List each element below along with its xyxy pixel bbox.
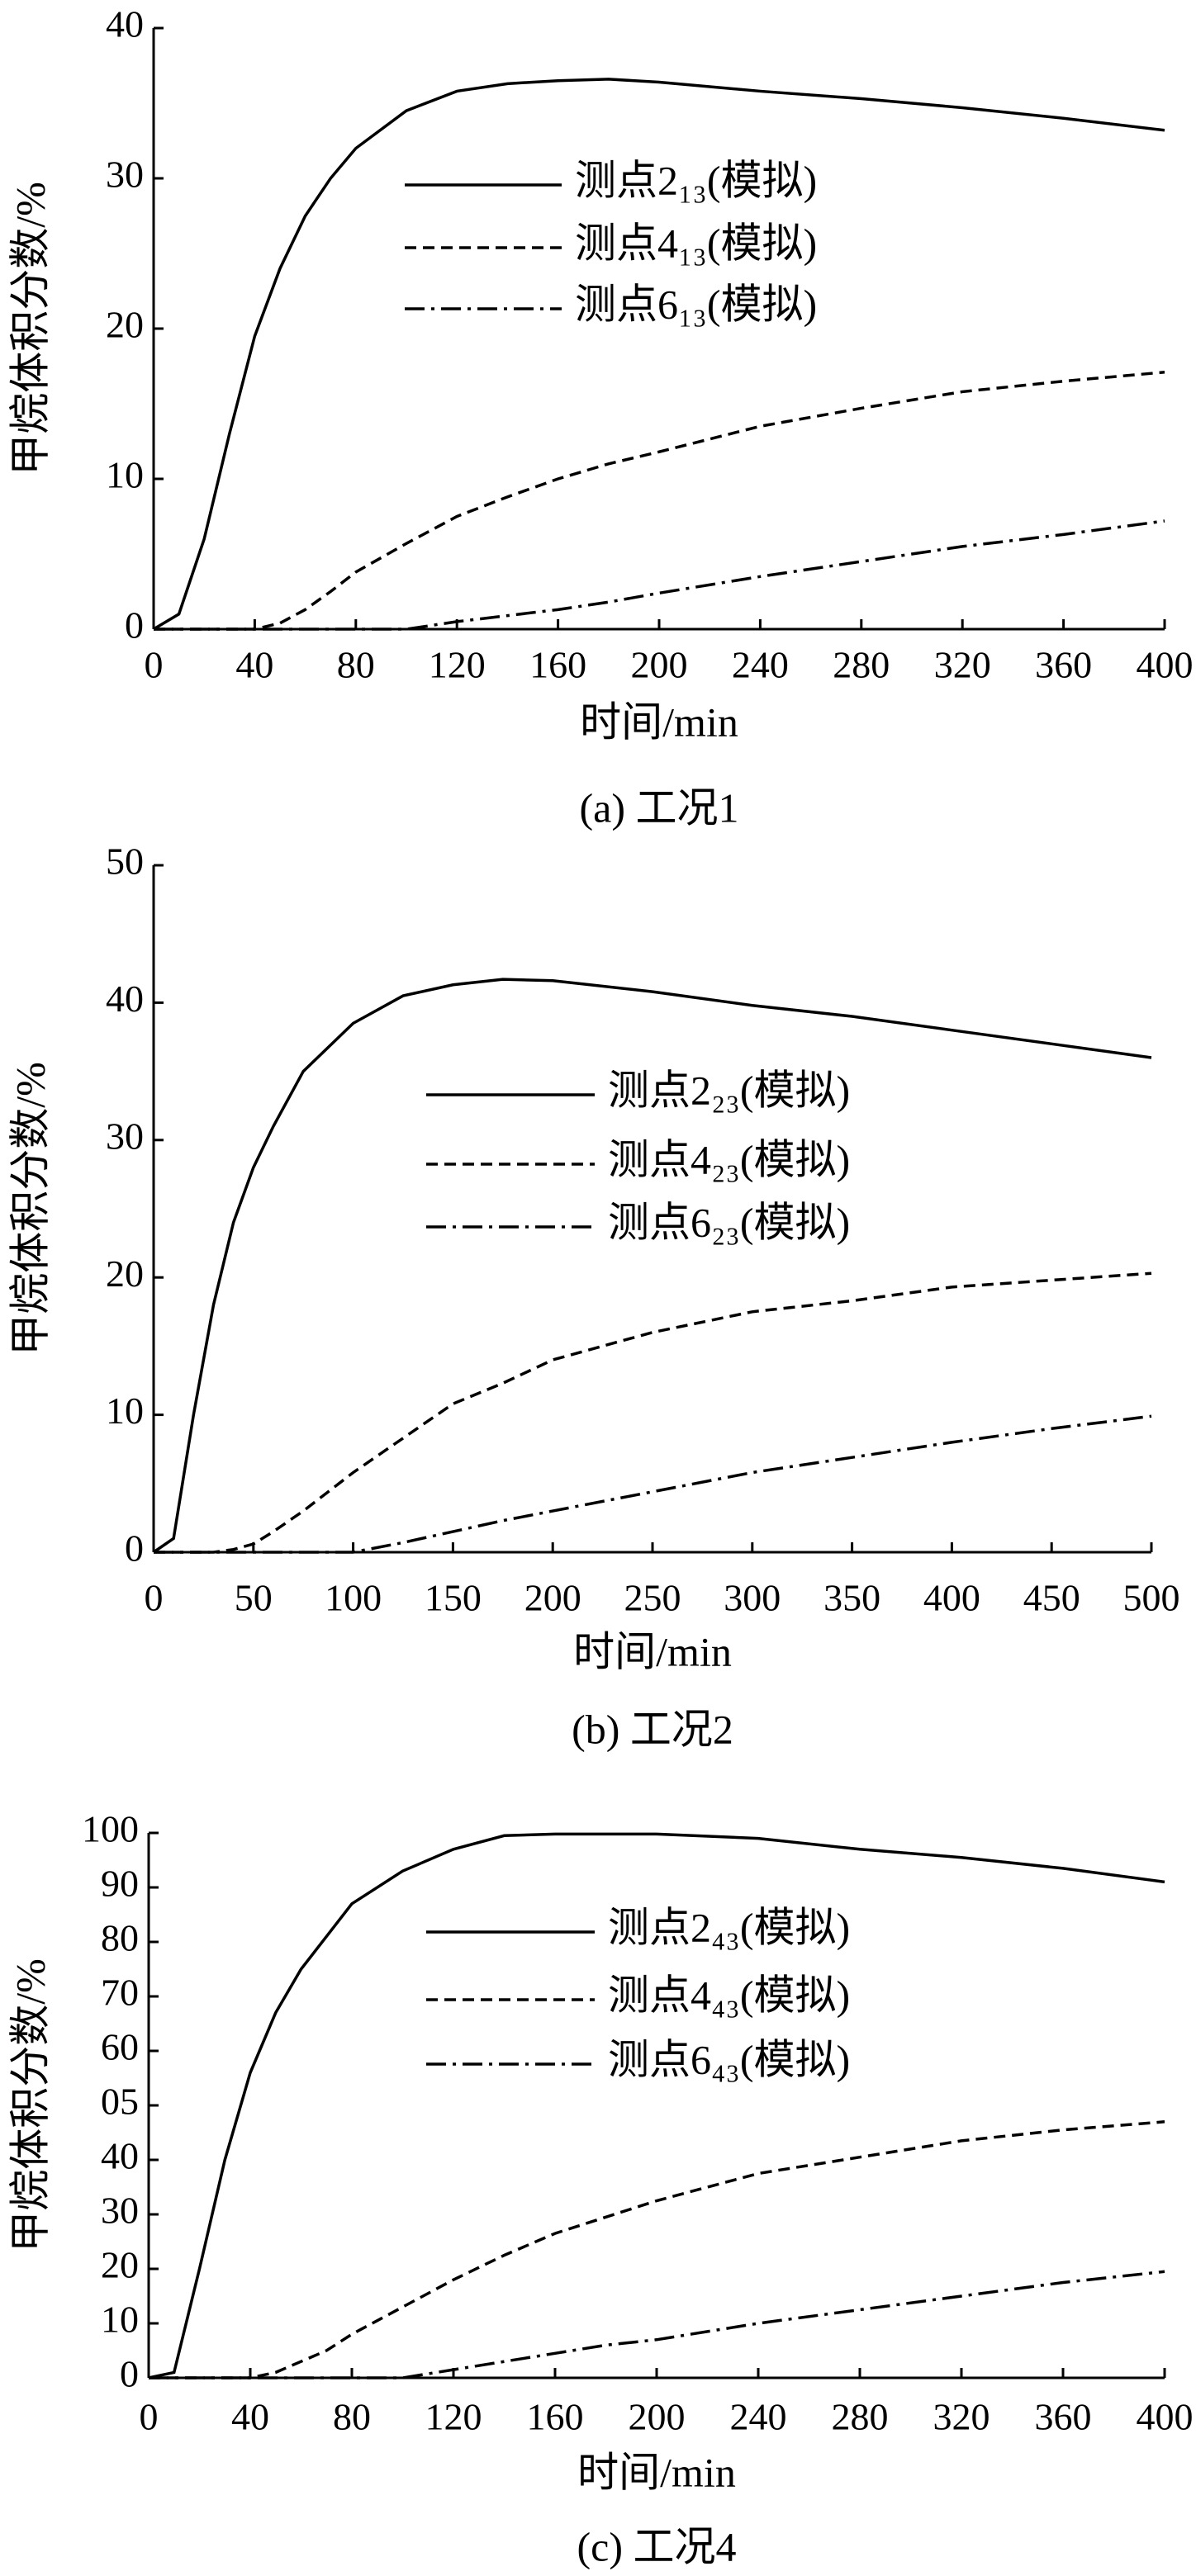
- caption: (c) 工况4: [577, 2523, 737, 2569]
- y-tick-label: 20: [106, 304, 144, 346]
- x-tick-label: 350: [823, 1577, 880, 1619]
- x-tick-label: 360: [1035, 2396, 1092, 2438]
- y-tick-label: 40: [101, 2135, 139, 2177]
- y-tick-label: 0: [125, 604, 144, 646]
- legend-label: 测点4₂₃(模拟): [608, 1136, 850, 1182]
- x-tick-label: 280: [832, 2396, 889, 2438]
- y-tick-label: 10: [101, 2299, 139, 2341]
- y-tick-label: 10: [106, 1390, 144, 1432]
- y-axis-label: 甲烷体积分数/%: [7, 1958, 53, 2252]
- legend-label: 测点4₄₃(模拟): [608, 1972, 850, 2018]
- x-tick-label: 500: [1123, 1577, 1180, 1619]
- x-tick-label: 80: [337, 644, 375, 686]
- series-line: [153, 78, 1165, 631]
- y-tick-label: 30: [106, 1115, 144, 1157]
- x-tick-label: 0: [140, 2396, 159, 2438]
- y-tick-label: 10: [106, 454, 144, 496]
- caption: (b) 工况2: [572, 1706, 733, 1752]
- y-tick-label: 60: [101, 2026, 139, 2068]
- legend-label: 测点2₁₃(模拟): [575, 157, 817, 203]
- series-line: [154, 519, 1165, 631]
- x-axis-label: 时间/min: [577, 2449, 736, 2495]
- legend-label: 测点2₄₃(模拟): [608, 1904, 850, 1950]
- series-line: [154, 1414, 1152, 1554]
- y-tick-label: 0: [125, 1527, 144, 1570]
- series-line: [153, 978, 1152, 1554]
- y-tick-label: 80: [101, 1917, 139, 1959]
- y-axis-label: 甲烷体积分数/%: [7, 1062, 53, 1356]
- y-tick-label: 40: [106, 978, 144, 1020]
- y-tick-label: 20: [106, 1252, 144, 1295]
- series-line: [154, 1271, 1152, 1554]
- y-tick-label: 0: [120, 2353, 139, 2395]
- x-tick-label: 0: [145, 1577, 164, 1619]
- y-axis-label: 甲烷体积分数/%: [7, 182, 53, 476]
- x-tick-label: 160: [529, 644, 586, 686]
- legend-label: 测点4₁₃(模拟): [575, 220, 817, 266]
- legend-label: 测点6₂₃(模拟): [608, 1199, 850, 1245]
- series-line: [154, 371, 1165, 631]
- x-tick-label: 40: [231, 2396, 269, 2438]
- x-tick-label: 400: [1137, 2396, 1194, 2438]
- x-tick-label: 80: [333, 2396, 371, 2438]
- x-tick-label: 200: [524, 1577, 581, 1619]
- x-tick-label: 0: [145, 644, 164, 686]
- x-tick-label: 300: [724, 1577, 781, 1619]
- y-tick-label: 50: [106, 841, 144, 883]
- x-tick-label: 280: [833, 644, 890, 686]
- x-tick-label: 360: [1035, 644, 1092, 686]
- x-tick-label: 120: [429, 644, 486, 686]
- x-tick-label: 40: [235, 644, 273, 686]
- x-tick-label: 320: [934, 644, 991, 686]
- x-tick-label: 400: [1137, 644, 1194, 686]
- y-tick-label: 05: [101, 2081, 139, 2123]
- x-tick-label: 100: [325, 1577, 382, 1619]
- y-tick-label: 70: [101, 1972, 139, 2014]
- x-tick-label: 240: [732, 644, 789, 686]
- x-tick-label: 200: [631, 644, 688, 686]
- series-line: [149, 2270, 1165, 2379]
- x-tick-label: 120: [425, 2396, 482, 2438]
- y-tick-label: 30: [101, 2190, 139, 2232]
- legend-label: 测点2₂₃(模拟): [608, 1067, 850, 1113]
- x-tick-label: 250: [624, 1577, 681, 1619]
- y-tick-label: 90: [101, 1863, 139, 1905]
- series-line: [148, 1832, 1165, 2379]
- caption: (a) 工况1: [580, 784, 739, 831]
- x-tick-label: 450: [1023, 1577, 1080, 1619]
- x-tick-label: 200: [629, 2396, 686, 2438]
- x-axis-label: 时间/min: [580, 698, 738, 745]
- x-tick-label: 240: [730, 2396, 787, 2438]
- x-axis-label: 时间/min: [573, 1628, 732, 1674]
- x-tick-label: 50: [235, 1577, 273, 1619]
- legend-label: 测点6₁₃(模拟): [575, 281, 817, 327]
- y-tick-label: 20: [101, 2244, 139, 2286]
- y-tick-label: 40: [106, 3, 144, 45]
- y-tick-label: 30: [106, 154, 144, 196]
- y-tick-label: 100: [82, 1808, 139, 1850]
- x-tick-label: 150: [425, 1577, 482, 1619]
- x-tick-label: 160: [527, 2396, 584, 2438]
- x-tick-label: 400: [923, 1577, 980, 1619]
- x-tick-label: 320: [933, 2396, 990, 2438]
- legend-label: 测点6₄₃(模拟): [608, 2036, 850, 2082]
